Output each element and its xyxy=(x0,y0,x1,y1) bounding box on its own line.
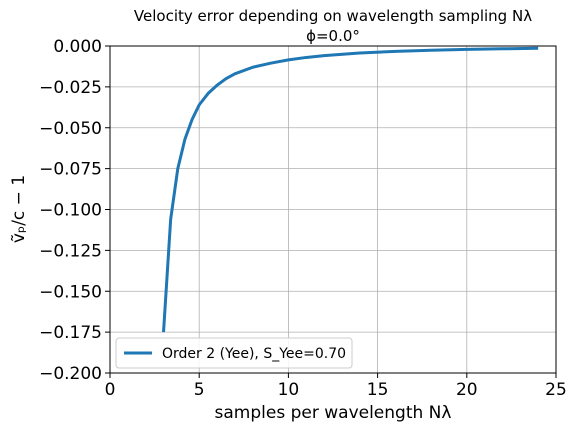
x-tick-label: 0 xyxy=(105,380,116,400)
legend-box xyxy=(115,337,353,369)
legend-entry-label: Order 2 (Yee), S_Yee=0.70 xyxy=(162,346,346,362)
x-axis-label: samples per wavelength Nλ xyxy=(215,403,452,423)
axis-ticks: 0 5 10 15 20 25 0.000 −0.025 −0.050 −0.075 −0.100 −… xyxy=(39,37,567,400)
y-tick-label: −0.150 xyxy=(39,282,102,302)
legend: Order 2 (Yee), S_Yee=0.70 xyxy=(115,337,353,369)
y-tick-label: −0.200 xyxy=(39,364,102,384)
y-tick-label: 0.000 xyxy=(53,37,102,57)
chart-subtitle: ϕ=0.0° xyxy=(306,27,360,45)
y-tick-label: −0.125 xyxy=(39,241,102,261)
x-tick-label: 10 xyxy=(278,380,300,400)
x-tick-label: 5 xyxy=(194,380,205,400)
y-tick-label: −0.100 xyxy=(39,201,102,221)
y-tick-label: −0.025 xyxy=(39,78,102,98)
y-axis-label: ṽₚ/c − 1 xyxy=(9,175,29,243)
y-tick-label: −0.175 xyxy=(39,323,102,343)
x-tick-label: 20 xyxy=(456,380,478,400)
y-tick-label: −0.075 xyxy=(39,160,102,180)
x-tick-label: 25 xyxy=(545,380,567,400)
series-line xyxy=(162,46,539,333)
x-tick-label: 15 xyxy=(367,380,389,400)
y-tick-label: −0.050 xyxy=(39,119,102,139)
series-layer xyxy=(162,46,539,333)
chart-title: Velocity error depending on wavelength s… xyxy=(134,7,532,25)
